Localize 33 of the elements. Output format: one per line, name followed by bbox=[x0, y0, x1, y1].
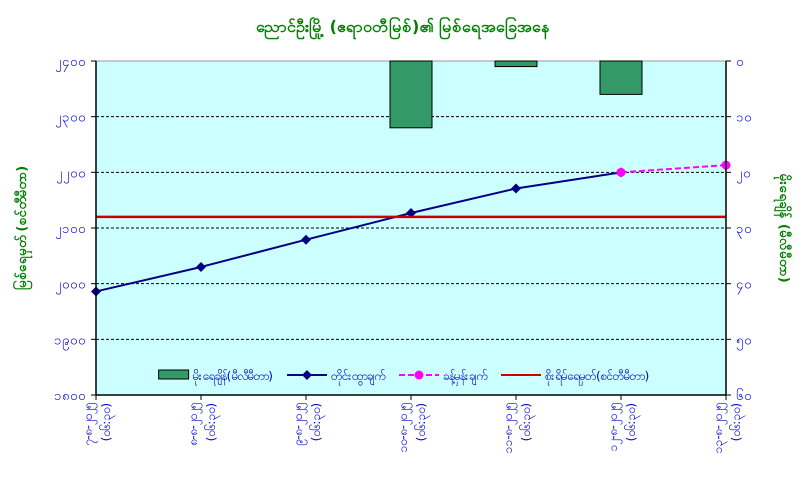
x-tick-label: ၇-၈-၂၀၂၅ (၀၆:၃၀) bbox=[81, 403, 116, 446]
x-tick-label: ၁၁-၈-၂၀၂၅ (၀၆:၃၀) bbox=[501, 403, 536, 454]
y2-tick-label: ၆၀ bbox=[736, 388, 752, 404]
y2-tick-label: ၃၀ bbox=[736, 222, 752, 239]
legend-label: ခန့်မှန်းချက် bbox=[443, 368, 487, 386]
y2-tick-label: ၄၀ bbox=[736, 278, 752, 295]
x-tick-label: ၉-၈-၂၀၂၅ (၀၆:၃၀) bbox=[291, 403, 326, 446]
y2-tick-label: ၀ bbox=[736, 55, 744, 70]
x-tick-label: ၁၃-၈-၂၀၂၅ (၀၆:၃၀) bbox=[711, 403, 746, 454]
x-tick-label: ၈-၈-၂၀၂၅ (၀၆:၃၀) bbox=[186, 403, 221, 446]
y-tick-label: ၂၁၀၀ bbox=[55, 222, 86, 239]
y-tick-label: ၁၈၀၀ bbox=[54, 389, 86, 404]
legend-label: စိုးရိမ်ရေမှတ်(စင်တီမီတာ) bbox=[545, 368, 650, 386]
y2-axis-title: မိုးရေချိန် (မီလီမီတာ) bbox=[773, 173, 793, 283]
legend-label: မိုးရေချိန်(မီလီမီတာ) bbox=[192, 368, 273, 386]
y-tick-label: ၁၉၀၀ bbox=[54, 333, 86, 350]
y-tick-label: ၂၄၀၀ bbox=[55, 55, 86, 72]
point bbox=[511, 183, 521, 194]
y-axis-title: မြစ်ရေမှတ် (စင်တီမီတာ) bbox=[12, 166, 33, 290]
y2-tick-label: ၁၀ bbox=[736, 110, 752, 126]
x-tick-label: ၁၀-၈-၂၀၂၅ (၀၆:၃၀) bbox=[396, 403, 431, 453]
y2-tick-label: ၅၀ bbox=[736, 333, 752, 350]
legend-label: တိုင်းထွာချက် bbox=[331, 368, 385, 386]
y2-tick-label: ၂၀ bbox=[736, 166, 751, 184]
x-tick-label: ၁၂-၈-၂၀၂၅ (၀၆:၃၀) bbox=[606, 403, 641, 452]
chart-title: ညောင်ဦးမြို့ (ဧရာဝတီမြစ်)၏ မြစ်ရေအခြေအနေ bbox=[256, 16, 550, 40]
y-tick-label: ၂၀၀၀ bbox=[55, 278, 86, 295]
y-tick-label: ၂၃၀၀ bbox=[55, 110, 86, 128]
bar bbox=[600, 60, 642, 95]
point bbox=[301, 234, 311, 245]
y-tick-label: ၂၂၀၀ bbox=[56, 166, 86, 184]
point bbox=[196, 262, 206, 272]
bar bbox=[494, 60, 538, 68]
